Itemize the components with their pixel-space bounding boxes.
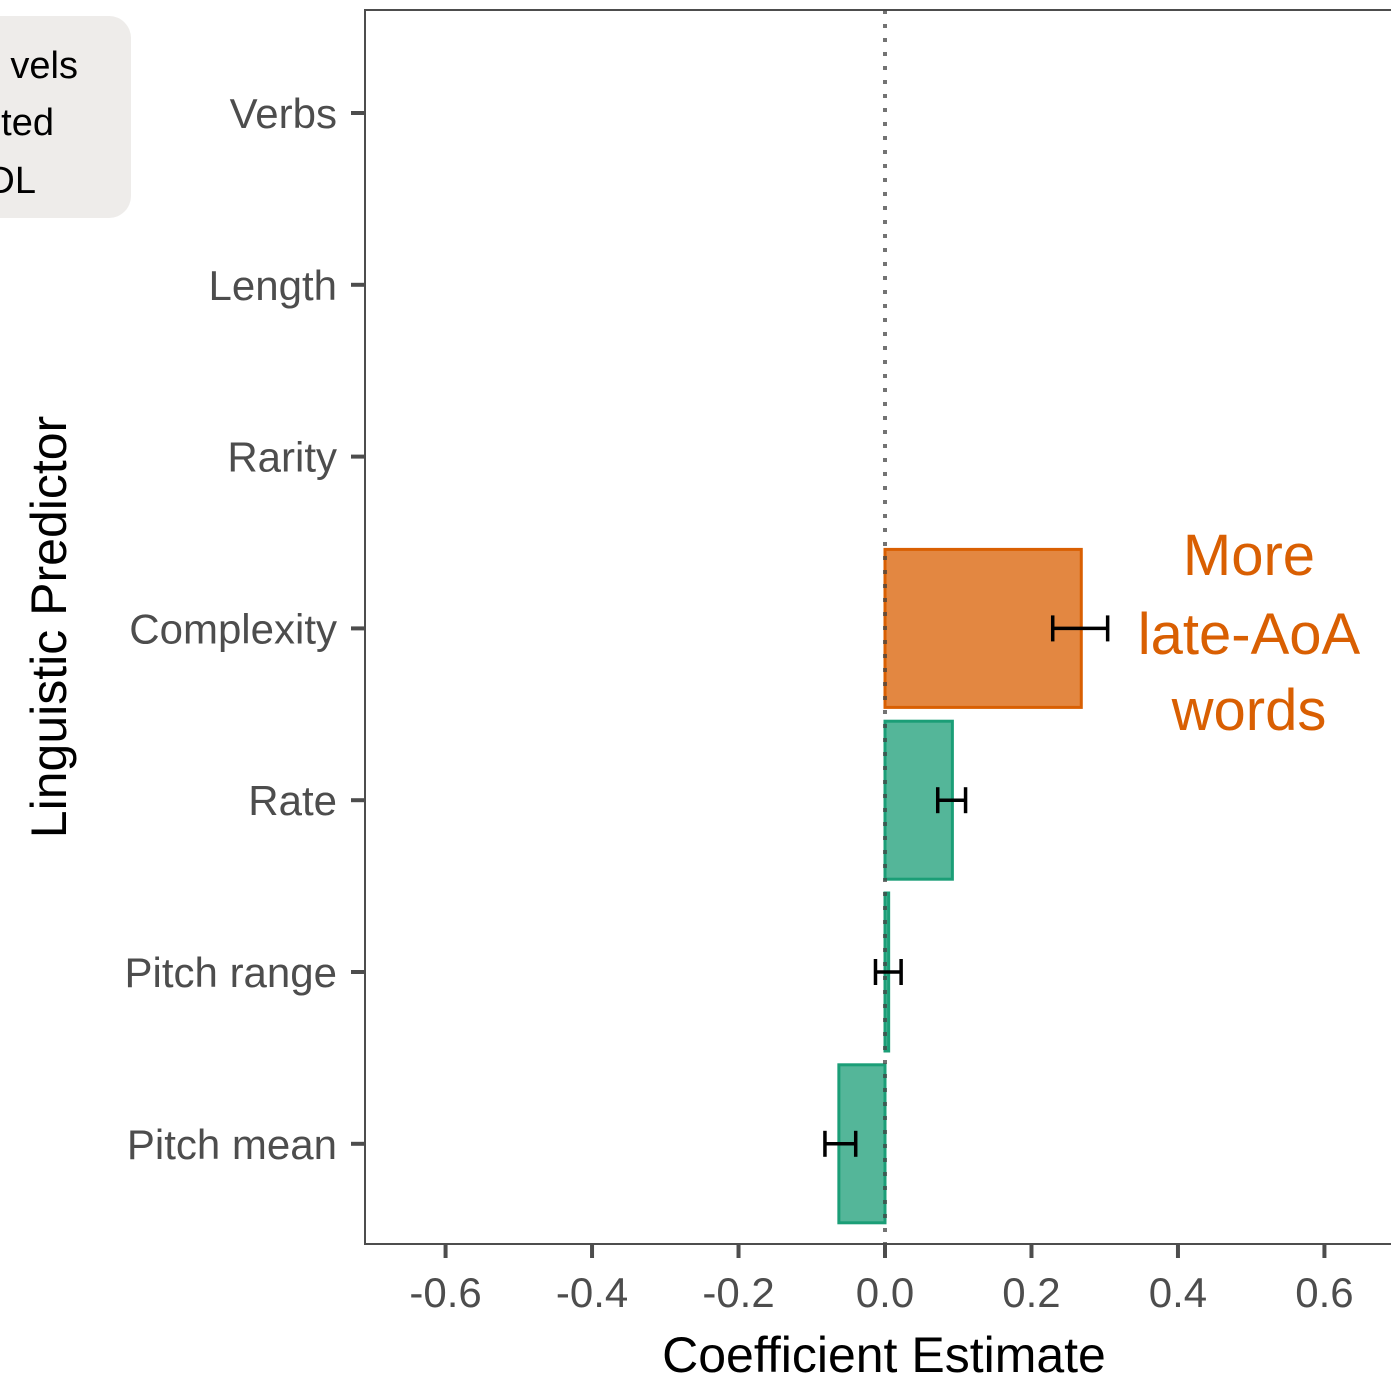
- annotation-late-aoa: More late-AoA words: [1138, 523, 1361, 743]
- x-axis: -0.6 -0.4 -0.2 0.0 0.2 0.4 0.6: [409, 1244, 1354, 1316]
- y-tick-label-rate: Rate: [248, 777, 337, 824]
- x-tick-label: 0.6: [1295, 1269, 1353, 1316]
- legend-background: [0, 16, 131, 218]
- errorbar-layer: [823, 615, 1110, 1157]
- x-tick-label: 0.4: [1149, 1269, 1207, 1316]
- legend-line-3: DL: [0, 160, 36, 202]
- legend-line-1: vels: [10, 45, 78, 87]
- y-axis-title: Linguistic Predictor: [21, 416, 77, 838]
- y-tick-label-rarity: Rarity: [227, 434, 337, 481]
- annotation-line-1: More: [1183, 523, 1315, 588]
- error-bar-complexity: [1050, 615, 1110, 642]
- error-bar-pitch-mean: [823, 1130, 858, 1157]
- bars-layer: [837, 547, 1083, 1225]
- y-tick-label-pitch-mean: Pitch mean: [127, 1121, 337, 1168]
- x-tick-label: -0.4: [556, 1269, 628, 1316]
- error-bar-pitch-range: [873, 959, 903, 985]
- y-tick-label-complexity: Complexity: [129, 605, 337, 652]
- y-tick-label-verbs: Verbs: [230, 90, 337, 137]
- x-axis-title: Coefficient Estimate: [662, 1327, 1106, 1382]
- bar-complexity: [883, 547, 1083, 709]
- annotation-line-3: words: [1171, 678, 1327, 743]
- legend-box: vels ted DL: [0, 16, 131, 218]
- x-tick-label: -0.6: [409, 1269, 481, 1316]
- y-tick-label-length: Length: [209, 262, 337, 309]
- error-bar-rate: [935, 787, 968, 814]
- x-tick-label: 0.0: [856, 1269, 914, 1316]
- y-tick-label-pitch-range: Pitch range: [125, 949, 337, 996]
- y-axis: Verbs Length Rarity Complexity Rate Pitch ran…: [125, 90, 365, 1168]
- x-tick-label: -0.2: [702, 1269, 774, 1316]
- x-tick-label: 0.2: [1002, 1269, 1060, 1316]
- legend-line-2: ted: [1, 102, 54, 144]
- annotation-line-2: late-AoA: [1138, 602, 1361, 667]
